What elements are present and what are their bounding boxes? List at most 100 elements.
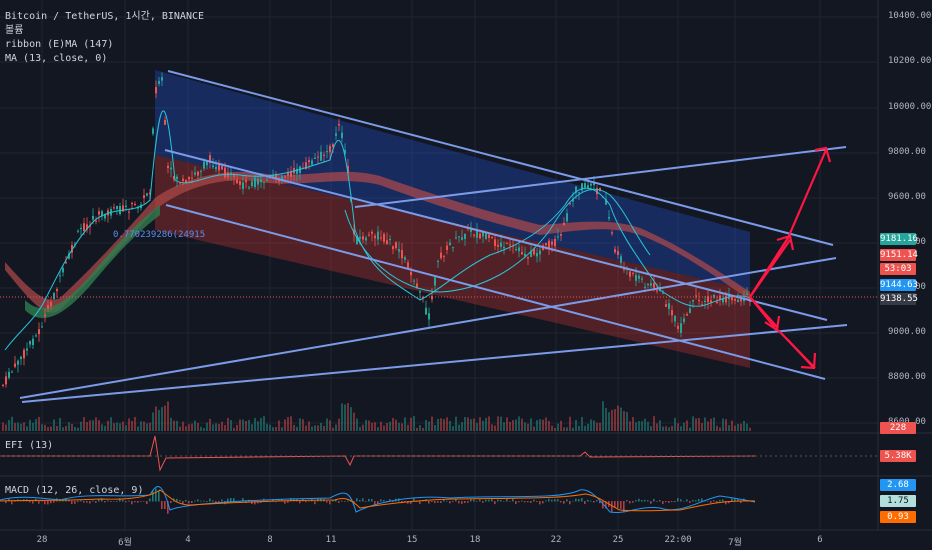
macd-hist-bar [110,501,112,502]
volume-bar [647,421,649,431]
candle-body [587,185,589,188]
symbol-legend[interactable]: Bitcoin / TetherUS, 1시간, BINANCE [5,11,205,22]
volume-bar [278,420,280,431]
volume-bar [374,422,376,431]
macd-legend[interactable]: MACD (12, 26, close, 9) [5,485,144,496]
volume-bar [488,416,490,431]
ema-ribbon-green[interactable] [25,205,160,319]
macd-hist-bar [602,501,604,509]
candle-body [38,329,40,335]
time-label: 18 [469,535,481,545]
macd-hist-bar [233,498,235,502]
volume-bar [428,421,430,431]
regression-channel-upper[interactable] [155,70,750,290]
volume-bar [728,425,730,431]
volume-bar [152,412,154,431]
volume-bar [698,418,700,431]
volume-bar [530,418,532,431]
volume-bar [308,421,310,431]
volume-bar [185,426,187,431]
volume-bar [485,417,487,431]
macd-signal-value-tag: 0.93 [880,511,916,523]
price-tag-line: 9144.63 [880,279,918,291]
volume-bar [539,419,541,431]
macd-hist-bar [77,501,79,503]
candle-body [281,176,283,181]
candle-body [674,316,676,322]
volume-bar [266,423,268,431]
candle-body [617,251,619,255]
candlesticks[interactable] [2,72,751,388]
macd-hist-bar [104,501,106,503]
volume-bar [14,422,16,431]
arc-drawing[interactable] [344,188,651,293]
macd-signal-line[interactable] [0,489,756,512]
macd-hist-bar [62,500,64,502]
ma-legend[interactable]: MA (13, close, 0) [5,53,108,64]
macd-hist-bar [722,499,724,502]
macd-hist-bar [476,501,478,502]
volume-bars[interactable] [2,401,751,431]
candle-body [422,296,424,299]
volume-bar [140,421,142,431]
volume-bar [26,426,28,431]
ribbon-legend[interactable]: ribbon (E)MA (147) [5,39,114,50]
volume-bar [458,424,460,431]
macd-hist-bar [728,501,730,504]
macd-hist-bar [221,499,223,502]
candle-body [518,247,520,252]
volume-legend[interactable]: 볼륨 [5,25,24,36]
macd-hist-bar [524,501,526,503]
efi-line[interactable] [0,435,756,472]
volume-bar [569,416,571,431]
candle-body [368,234,370,236]
candle-body [188,177,190,180]
volume-bar [56,425,58,431]
macd-hist-bar [284,501,286,504]
candle-body [215,166,217,170]
candle-body [407,262,409,269]
ma-13-line[interactable] [4,110,751,351]
candle-body [308,160,310,163]
volume-bar [590,419,592,431]
candle-body [653,283,655,288]
candle-body [623,268,625,270]
volume-bar [176,420,178,431]
regression-channel-lower[interactable] [155,155,750,368]
macd-hist-bar [479,499,481,502]
volume-bar [44,424,46,431]
macd-hist-bar [659,500,661,502]
macd-hist-bar [698,498,700,502]
time-label: 11 [325,535,337,545]
volume-bar [671,425,673,431]
macd-hist-bar [161,501,163,510]
macd-hist-bar [635,500,637,502]
candle-body [737,300,739,303]
volume-bar [122,421,124,431]
macd-hist-bar [266,499,268,502]
candle-body [476,230,478,238]
volume-bar [5,424,7,431]
volume-bar [653,416,655,431]
macd-hist-bar [206,501,208,502]
time-label: 22 [550,535,562,545]
candle-body [686,314,688,316]
candle-body [701,304,703,306]
volume-bar [89,420,91,431]
volume-bar [659,420,661,431]
volume-bar [719,427,721,431]
volume-bar [482,420,484,431]
efi-legend[interactable]: EFI (13) [5,440,54,451]
macd-hist-bar [545,500,547,502]
projection-arrows[interactable] [749,149,828,369]
macd-hist-bar [644,499,646,502]
volume-bar [158,410,160,431]
trendlines[interactable] [19,70,848,403]
macd-hist-bar [242,498,244,502]
candle-body [584,183,586,188]
candle-body [17,360,19,365]
candle-body [563,222,565,226]
macd-hist-bar [620,501,622,509]
macd-hist-bar [359,499,361,502]
